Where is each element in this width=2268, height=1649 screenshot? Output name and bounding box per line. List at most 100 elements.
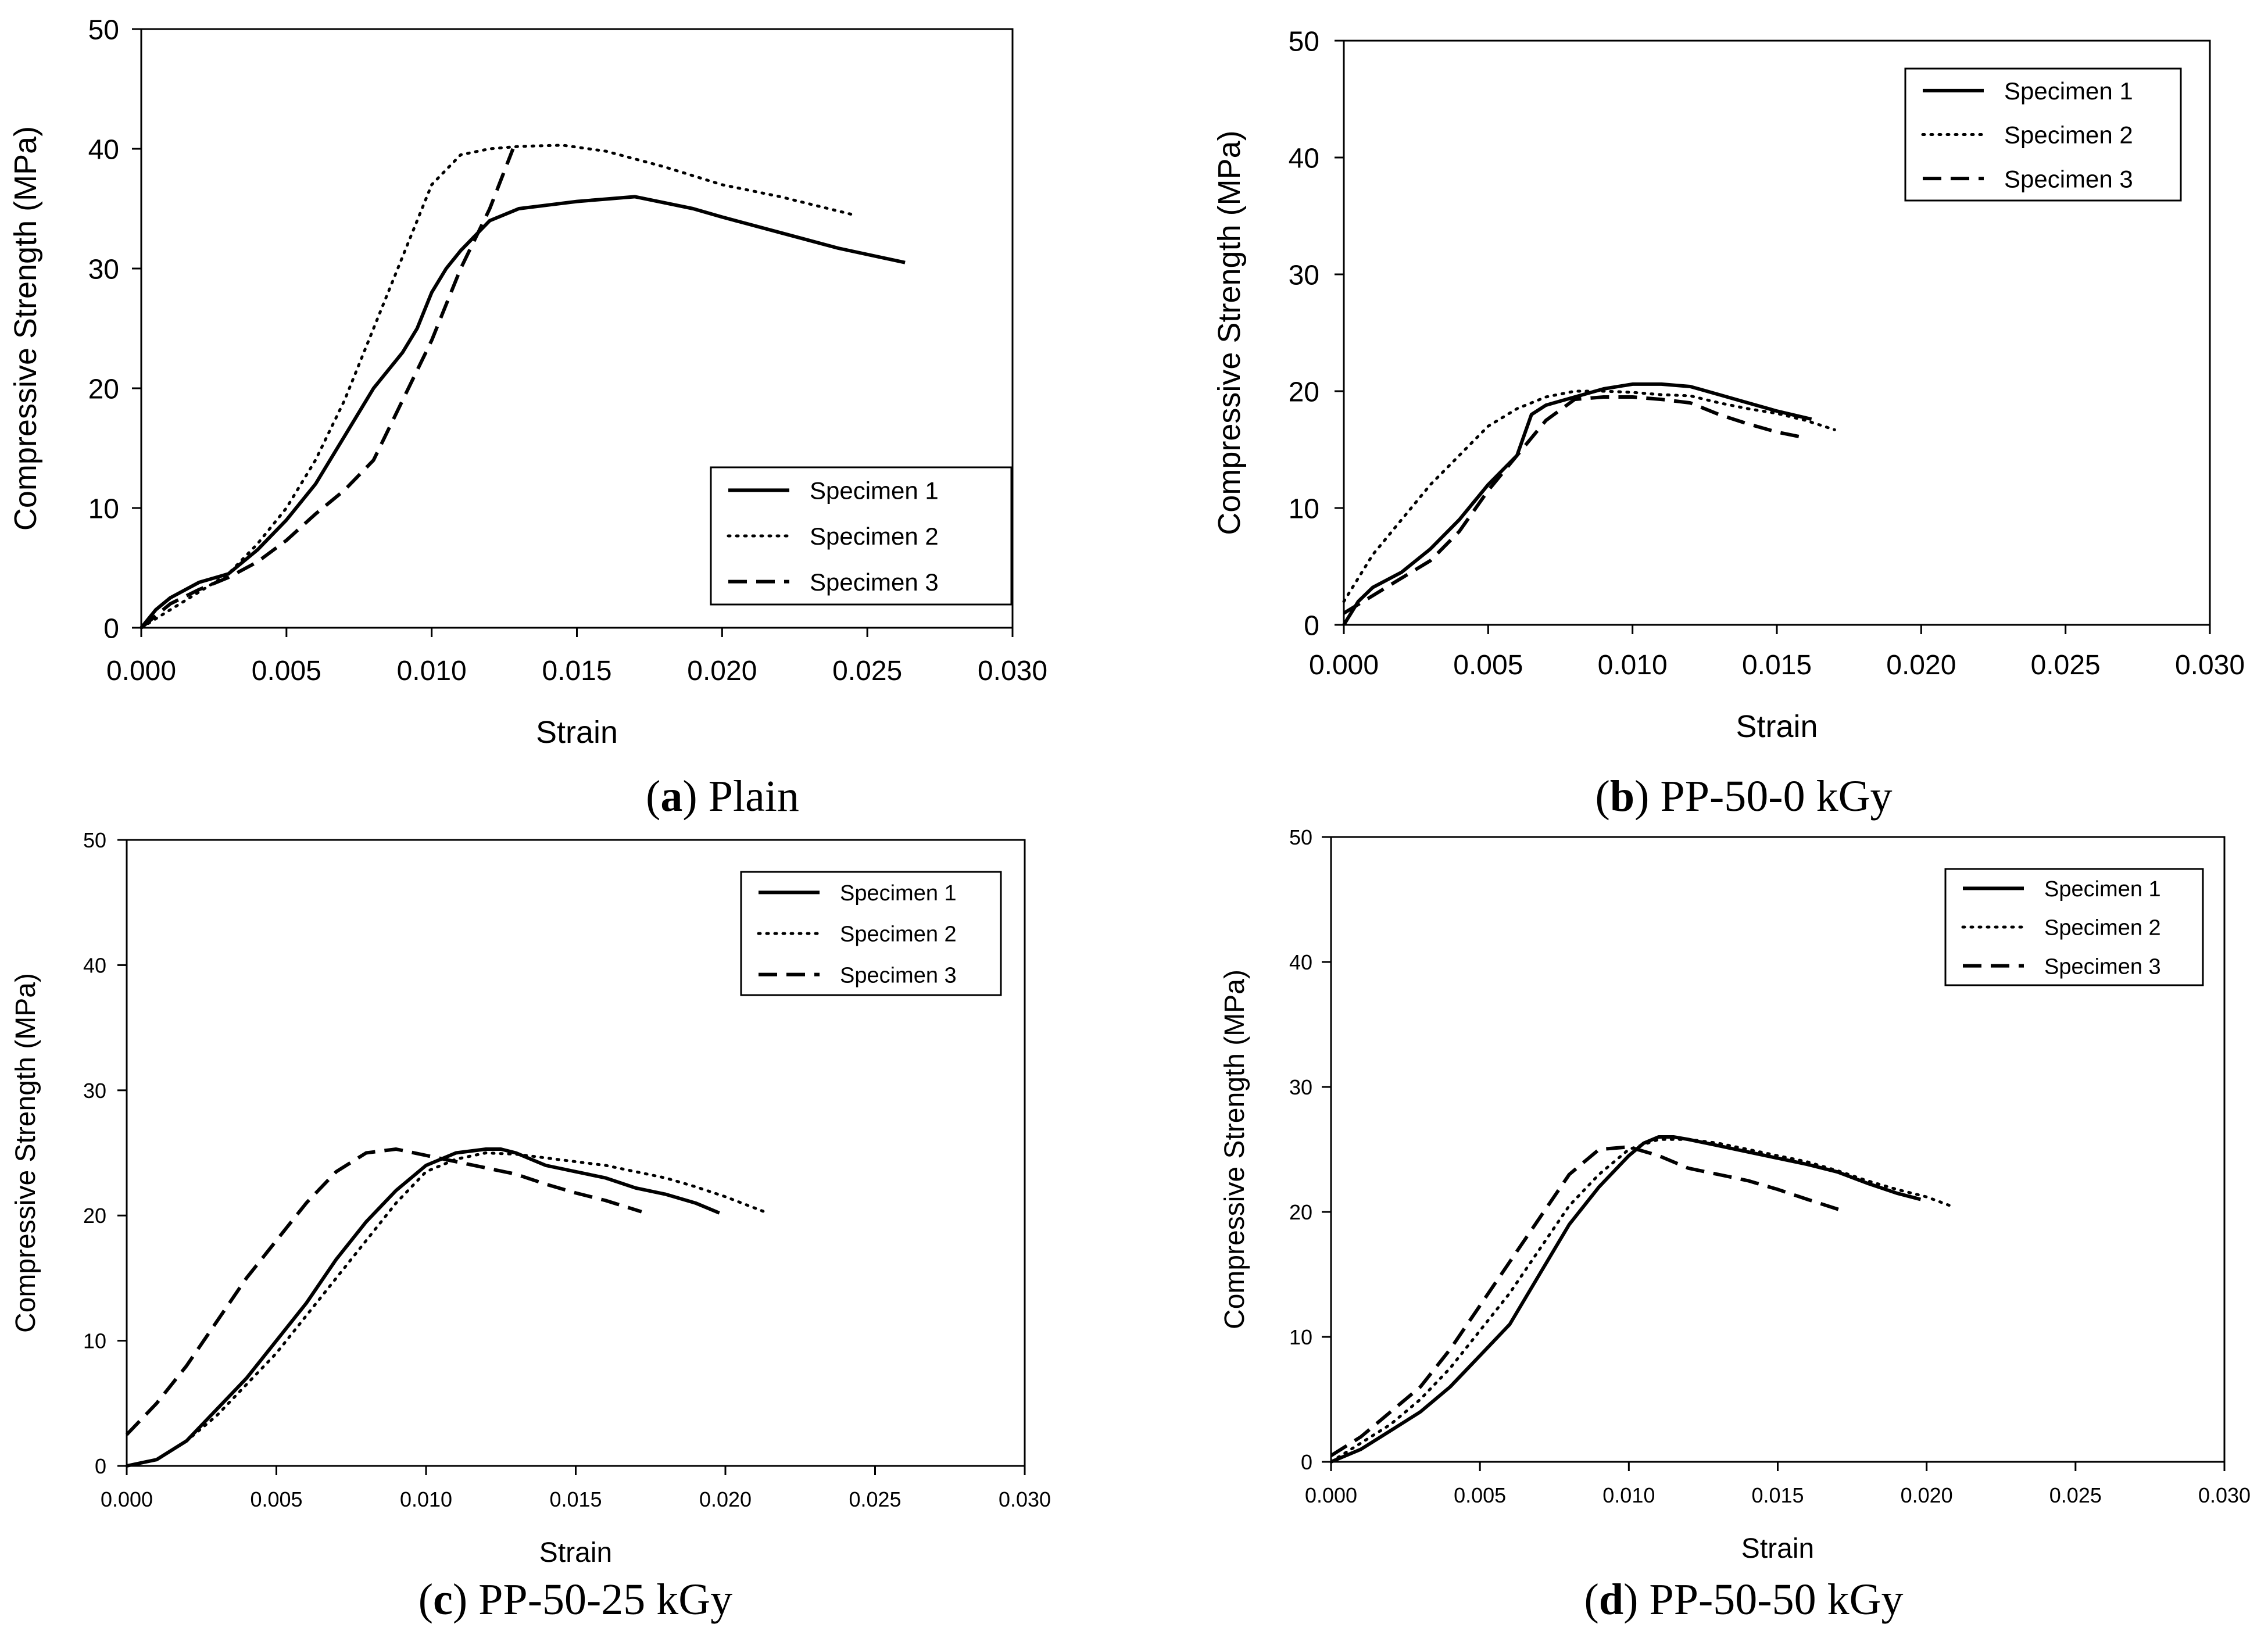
x-axis-label: Strain bbox=[1736, 709, 1818, 744]
x-tick-label: 0.005 bbox=[1453, 650, 1523, 681]
x-tick-label: 0.010 bbox=[1598, 650, 1668, 681]
chart-panel-a: 0.000 0.005 0.010 0.015 0.020 0.025 0.030 0 10 20… bbox=[8, 15, 1047, 750]
legend-label-specimen-3: Specimen 3 bbox=[2004, 165, 2133, 192]
chart-panel-c: 0.000 0.005 0.010 0.015 0.020 0.025 0.030 0 10 20… bbox=[10, 828, 1051, 1568]
y-tick-label: 20 bbox=[1289, 1200, 1312, 1224]
x-tick-label: 0.030 bbox=[978, 656, 1047, 686]
x-tick-label: 0.010 bbox=[400, 1487, 452, 1511]
series-line-specimen-1 bbox=[1330, 1135, 1922, 1464]
series-line-specimen-2 bbox=[1329, 1138, 1955, 1464]
legend-label-specimen-3: Specimen 3 bbox=[2044, 954, 2161, 979]
chart-panel-d: 0.000 0.005 0.010 0.015 0.020 0.025 0.030 0 10 20… bbox=[1219, 825, 2251, 1564]
series-line-specimen-3 bbox=[140, 148, 515, 629]
legend-label-specimen-1: Specimen 1 bbox=[810, 477, 939, 504]
y-axis-label: Compressive Strength (MPa) bbox=[10, 973, 41, 1333]
legend: Specimen 1 Specimen 2 Specimen 3 bbox=[740, 871, 1002, 996]
y-tick-label: 20 bbox=[1289, 377, 1319, 407]
series-line-specimen-2 bbox=[1342, 389, 1836, 603]
x-tick-label: 0.030 bbox=[2198, 1483, 2251, 1507]
x-tick-label: 0.015 bbox=[1742, 650, 1812, 681]
legend-label-specimen-1: Specimen 1 bbox=[2044, 877, 2161, 902]
series-line-specimen-2 bbox=[125, 1151, 766, 1468]
legend-label-specimen-1: Specimen 1 bbox=[2004, 77, 2133, 105]
legend-label-specimen-1: Specimen 1 bbox=[840, 881, 957, 906]
y-tick-label: 0 bbox=[1304, 610, 1319, 641]
y-axis-label: Compressive Strength (MPa) bbox=[1219, 970, 1250, 1329]
y-tick-label: 50 bbox=[1289, 825, 1312, 849]
y-tick-label: 0 bbox=[103, 613, 119, 644]
legend: Specimen 1 Specimen 2 Specimen 3 bbox=[1904, 67, 2182, 202]
y-axis-label: Compressive Strength (MPa) bbox=[8, 126, 43, 531]
caption-title: PP-50-25 kGy bbox=[478, 1575, 733, 1624]
caption-a: (a) Plain bbox=[646, 772, 799, 821]
x-axis-label: Strain bbox=[539, 1537, 612, 1568]
x-tick-label: 0.015 bbox=[549, 1487, 602, 1511]
x-tick-label: 0.015 bbox=[542, 656, 611, 686]
x-tick-label: 0.025 bbox=[832, 656, 902, 686]
x-tick-label: 0.025 bbox=[2049, 1483, 2102, 1507]
legend-label-specimen-2: Specimen 2 bbox=[2044, 916, 2161, 940]
y-tick-label: 30 bbox=[1289, 260, 1319, 291]
x-tick-label: 0.025 bbox=[2031, 650, 2101, 681]
x-tick-label: 0.005 bbox=[1454, 1483, 1506, 1507]
x-tick-label: 0.000 bbox=[106, 656, 176, 686]
y-tick-label: 20 bbox=[83, 1204, 106, 1228]
caption-d: (d) PP-50-50 kGy bbox=[1584, 1575, 1904, 1624]
x-tick-label: 0.010 bbox=[1602, 1483, 1655, 1507]
x-tick-label: 0.030 bbox=[2175, 650, 2245, 681]
legend: Specimen 1 Specimen 2 Specimen 3 bbox=[710, 466, 1013, 606]
legend-label-specimen-2: Specimen 2 bbox=[2004, 121, 2133, 149]
y-tick-label: 40 bbox=[1289, 143, 1319, 174]
x-tick-label: 0.020 bbox=[1886, 650, 1956, 681]
y-tick-label: 0 bbox=[1301, 1450, 1312, 1474]
caption-letter: a bbox=[660, 772, 683, 821]
legend-label-specimen-3: Specimen 3 bbox=[810, 568, 939, 596]
x-tick-label: 0.015 bbox=[1751, 1483, 1804, 1507]
y-tick-label: 40 bbox=[88, 134, 119, 165]
caption-letter: c bbox=[433, 1575, 453, 1624]
x-tick-label: 0.025 bbox=[849, 1487, 901, 1511]
caption-letter: b bbox=[1609, 772, 1635, 821]
series-line-specimen-1 bbox=[126, 1147, 720, 1468]
x-tick-label: 0.020 bbox=[687, 656, 757, 686]
y-tick-label: 50 bbox=[1289, 26, 1319, 57]
y-tick-label: 30 bbox=[88, 254, 119, 285]
x-tick-label: 0.005 bbox=[250, 1487, 302, 1511]
y-tick-label: 20 bbox=[88, 374, 119, 405]
caption-title: PP-50-50 kGy bbox=[1649, 1575, 1904, 1624]
caption-c: (c) PP-50-25 kGy bbox=[418, 1575, 733, 1624]
series-line-specimen-3 bbox=[1343, 395, 1806, 615]
y-tick-label: 40 bbox=[1289, 950, 1312, 974]
y-tick-label: 50 bbox=[88, 15, 119, 45]
y-tick-label: 0 bbox=[95, 1454, 106, 1478]
y-axis-label: Compressive Strength (MPa) bbox=[1212, 130, 1247, 535]
x-tick-label: 0.000 bbox=[1305, 1483, 1357, 1507]
x-tick-label: 0.020 bbox=[699, 1487, 752, 1511]
caption-b: (b) PP-50-0 kGy bbox=[1595, 772, 1893, 821]
y-tick-label: 10 bbox=[1289, 493, 1319, 524]
legend-label-specimen-2: Specimen 2 bbox=[840, 922, 957, 947]
y-tick-label: 30 bbox=[1289, 1075, 1312, 1099]
x-axis-label: Strain bbox=[1741, 1533, 1814, 1564]
series-line-specimen-3 bbox=[1330, 1145, 1847, 1457]
x-tick-label: 0.020 bbox=[1901, 1483, 1953, 1507]
series-line-specimen-3 bbox=[125, 1147, 642, 1436]
series-line-specimen-1 bbox=[1342, 382, 1812, 626]
legend-label-specimen-3: Specimen 3 bbox=[840, 963, 957, 988]
x-tick-label: 0.005 bbox=[252, 656, 321, 686]
x-axis-label: Strain bbox=[536, 715, 618, 750]
legend: Specimen 1 Specimen 2 Specimen 3 bbox=[1944, 868, 2204, 986]
caption-title: Plain bbox=[708, 772, 799, 821]
y-tick-label: 10 bbox=[1289, 1325, 1312, 1349]
chart-panel-b: 0.000 0.005 0.010 0.015 0.020 0.025 0.030 0 10 20… bbox=[1212, 26, 2245, 744]
y-tick-label: 10 bbox=[83, 1329, 106, 1353]
x-tick-label: 0.000 bbox=[1309, 650, 1379, 681]
series-line-specimen-2 bbox=[139, 144, 854, 629]
y-tick-label: 40 bbox=[83, 953, 106, 977]
x-tick-label: 0.000 bbox=[101, 1487, 153, 1511]
y-tick-label: 50 bbox=[83, 828, 106, 852]
legend-label-specimen-2: Specimen 2 bbox=[810, 523, 939, 550]
caption-letter: d bbox=[1598, 1575, 1624, 1624]
x-tick-label: 0.030 bbox=[999, 1487, 1051, 1511]
